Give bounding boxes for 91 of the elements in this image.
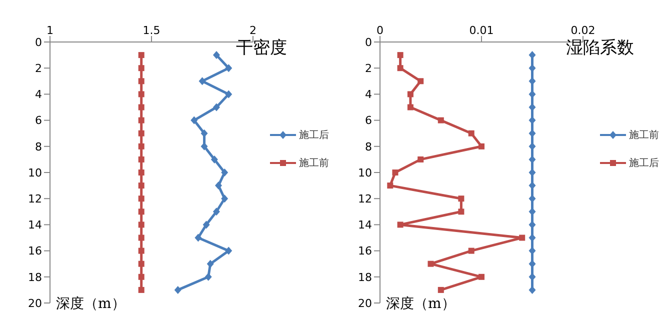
- point: [438, 286, 444, 293]
- point: [397, 52, 404, 58]
- y-tick-label: 4: [35, 88, 42, 102]
- y-tick-label: 12: [358, 192, 372, 206]
- point: [210, 155, 218, 164]
- point: [138, 52, 144, 58]
- point: [387, 182, 394, 189]
- x-tick-label: 1.5: [142, 24, 160, 37]
- x-tick-label: 2: [250, 24, 256, 37]
- point: [202, 220, 210, 229]
- point: [221, 194, 228, 203]
- y-tick-label: 8: [365, 140, 372, 154]
- y-tick-label: 0: [365, 36, 372, 49]
- y-tick-label: 18: [358, 270, 372, 284]
- y-tick-label: 0: [35, 36, 42, 49]
- x-tick-label: 0.02: [570, 24, 596, 37]
- point: [407, 91, 414, 98]
- point: [138, 286, 144, 293]
- y-tick-label: 4: [365, 88, 372, 102]
- point: [138, 274, 144, 280]
- point: [138, 222, 144, 228]
- point: [212, 51, 220, 60]
- point: [204, 272, 212, 281]
- point: [478, 274, 484, 280]
- point: [194, 234, 202, 242]
- legend-label: 施工后: [629, 156, 659, 170]
- point: [206, 260, 214, 268]
- point: [138, 117, 144, 124]
- y-tick-label: 10: [28, 166, 42, 180]
- point: [468, 130, 474, 136]
- y-tick-label: 20: [358, 296, 372, 310]
- point: [138, 196, 144, 202]
- point: [458, 196, 464, 202]
- point: [138, 143, 144, 150]
- y-tick-label: 2: [35, 62, 42, 76]
- point: [138, 130, 144, 136]
- point: [225, 246, 232, 255]
- point: [392, 170, 398, 176]
- point: [138, 234, 144, 241]
- y-tick-label: 14: [358, 218, 372, 232]
- legend-label: 施工后: [299, 128, 329, 142]
- point: [138, 248, 144, 254]
- point: [397, 222, 404, 228]
- point: [190, 116, 198, 124]
- point: [138, 170, 144, 176]
- point: [519, 234, 526, 241]
- y-tick-label: 6: [365, 114, 372, 128]
- point: [458, 208, 464, 215]
- point: [478, 143, 484, 150]
- point: [138, 104, 144, 110]
- point: [138, 260, 144, 267]
- point: [198, 77, 206, 86]
- y-tick-label: 20: [28, 296, 42, 310]
- point: [214, 182, 222, 190]
- y-tick-label: 2: [365, 62, 372, 76]
- legend-label: 施工前: [629, 128, 659, 142]
- x-tick-label: 0.01: [469, 24, 494, 37]
- point: [174, 286, 182, 294]
- point: [225, 90, 232, 98]
- point: [397, 65, 404, 72]
- legend-label: 施工前: [299, 156, 329, 170]
- point: [138, 182, 144, 189]
- y-tick-label: 12: [28, 192, 42, 206]
- point: [212, 208, 220, 216]
- annotation: 深度（m）: [386, 295, 456, 313]
- point: [438, 117, 444, 124]
- point: [418, 78, 424, 84]
- y-tick-label: 14: [28, 218, 42, 232]
- y-tick-label: 16: [358, 244, 372, 258]
- point: [428, 260, 434, 267]
- point: [407, 104, 414, 110]
- chart-title: 湿陷系数: [566, 37, 634, 59]
- point: [212, 103, 220, 112]
- y-tick-label: 6: [35, 114, 42, 128]
- y-tick-label: 10: [358, 166, 372, 180]
- point: [225, 64, 232, 72]
- point: [138, 208, 144, 215]
- point: [221, 168, 228, 176]
- point: [138, 156, 144, 162]
- point: [138, 78, 144, 84]
- point: [138, 91, 144, 98]
- point: [418, 156, 424, 162]
- point: [468, 248, 474, 254]
- x-tick-label: 1: [46, 24, 54, 37]
- point: [138, 65, 144, 72]
- chart-title: 干密度: [236, 37, 287, 59]
- y-tick-label: 18: [28, 270, 42, 284]
- y-tick-label: 16: [28, 244, 42, 258]
- x-tick-label: 0: [376, 24, 384, 37]
- annotation: 深度（m）: [56, 295, 126, 313]
- y-tick-label: 8: [35, 140, 42, 154]
